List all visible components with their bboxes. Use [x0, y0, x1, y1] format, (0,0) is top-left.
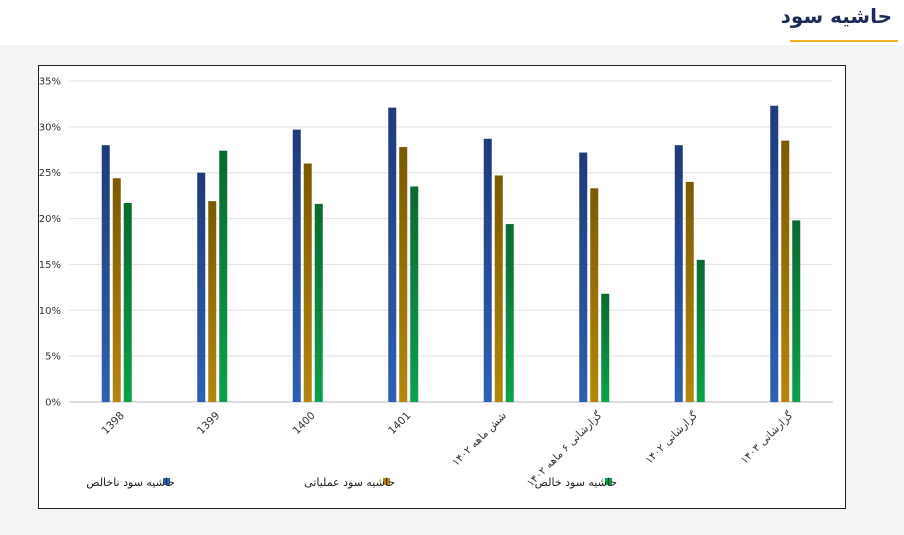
title-underline [790, 40, 898, 42]
bar [197, 172, 206, 402]
bar [781, 140, 790, 402]
chart-card: 0% 5% 10% 15% 20% 25% 30% 35% 1398 1399 1400 1401 شش… [38, 65, 846, 509]
x-tick-label: 1399 [195, 410, 222, 437]
bar [101, 145, 110, 402]
bar [674, 145, 683, 402]
legend-marker [163, 478, 170, 485]
page-header: حاشیه سود [0, 0, 904, 45]
bar [696, 259, 705, 402]
bar [388, 107, 397, 402]
bar [770, 105, 779, 403]
bar [303, 163, 312, 402]
legend-marker [605, 478, 612, 485]
bar [399, 147, 408, 402]
bar [292, 129, 301, 402]
x-tick-label: 1398 [99, 410, 126, 437]
bar [505, 224, 514, 402]
bar [112, 178, 121, 402]
y-tick-label: 15% [39, 260, 61, 271]
bar [410, 186, 419, 402]
bar [590, 188, 599, 402]
x-tick-label: گزارشاتی ۱۴۰۲ [642, 409, 700, 467]
bar [123, 202, 132, 402]
x-tick-label: 1401 [386, 410, 413, 437]
page-title: حاشیه سود [780, 4, 892, 28]
bar [494, 175, 503, 402]
bar [314, 203, 323, 402]
y-tick-label: 25% [39, 168, 61, 179]
legend-label: حاشیه سود ناخالص [86, 476, 175, 489]
legend-label: حاشیه سود خالص [535, 476, 617, 489]
y-tick-label: 5% [45, 352, 61, 363]
y-tick-label: 30% [39, 122, 61, 133]
bar [219, 150, 228, 402]
bar [685, 181, 694, 402]
y-tick-label: 10% [39, 306, 61, 317]
x-tick-label: 1400 [290, 410, 317, 437]
x-tick-label: گزارشاتی ۱۴۰۳ [738, 409, 796, 467]
bar [483, 138, 492, 402]
bar [792, 220, 801, 402]
bar [208, 201, 217, 402]
y-tick-label: 35% [39, 77, 61, 88]
y-tick-label: 0% [45, 398, 61, 409]
y-tick-label: 20% [39, 214, 61, 225]
bar [579, 152, 588, 402]
legend-label: حاشیه سود عملیاتی [304, 476, 395, 489]
x-tick-label: شش ماهه ۱۴۰۲ [450, 410, 509, 469]
legend-marker [383, 478, 390, 485]
profit-margin-chart: 0% 5% 10% 15% 20% 25% 30% 35% 1398 1399 1400 1401 شش… [39, 77, 833, 489]
bar [601, 293, 610, 402]
